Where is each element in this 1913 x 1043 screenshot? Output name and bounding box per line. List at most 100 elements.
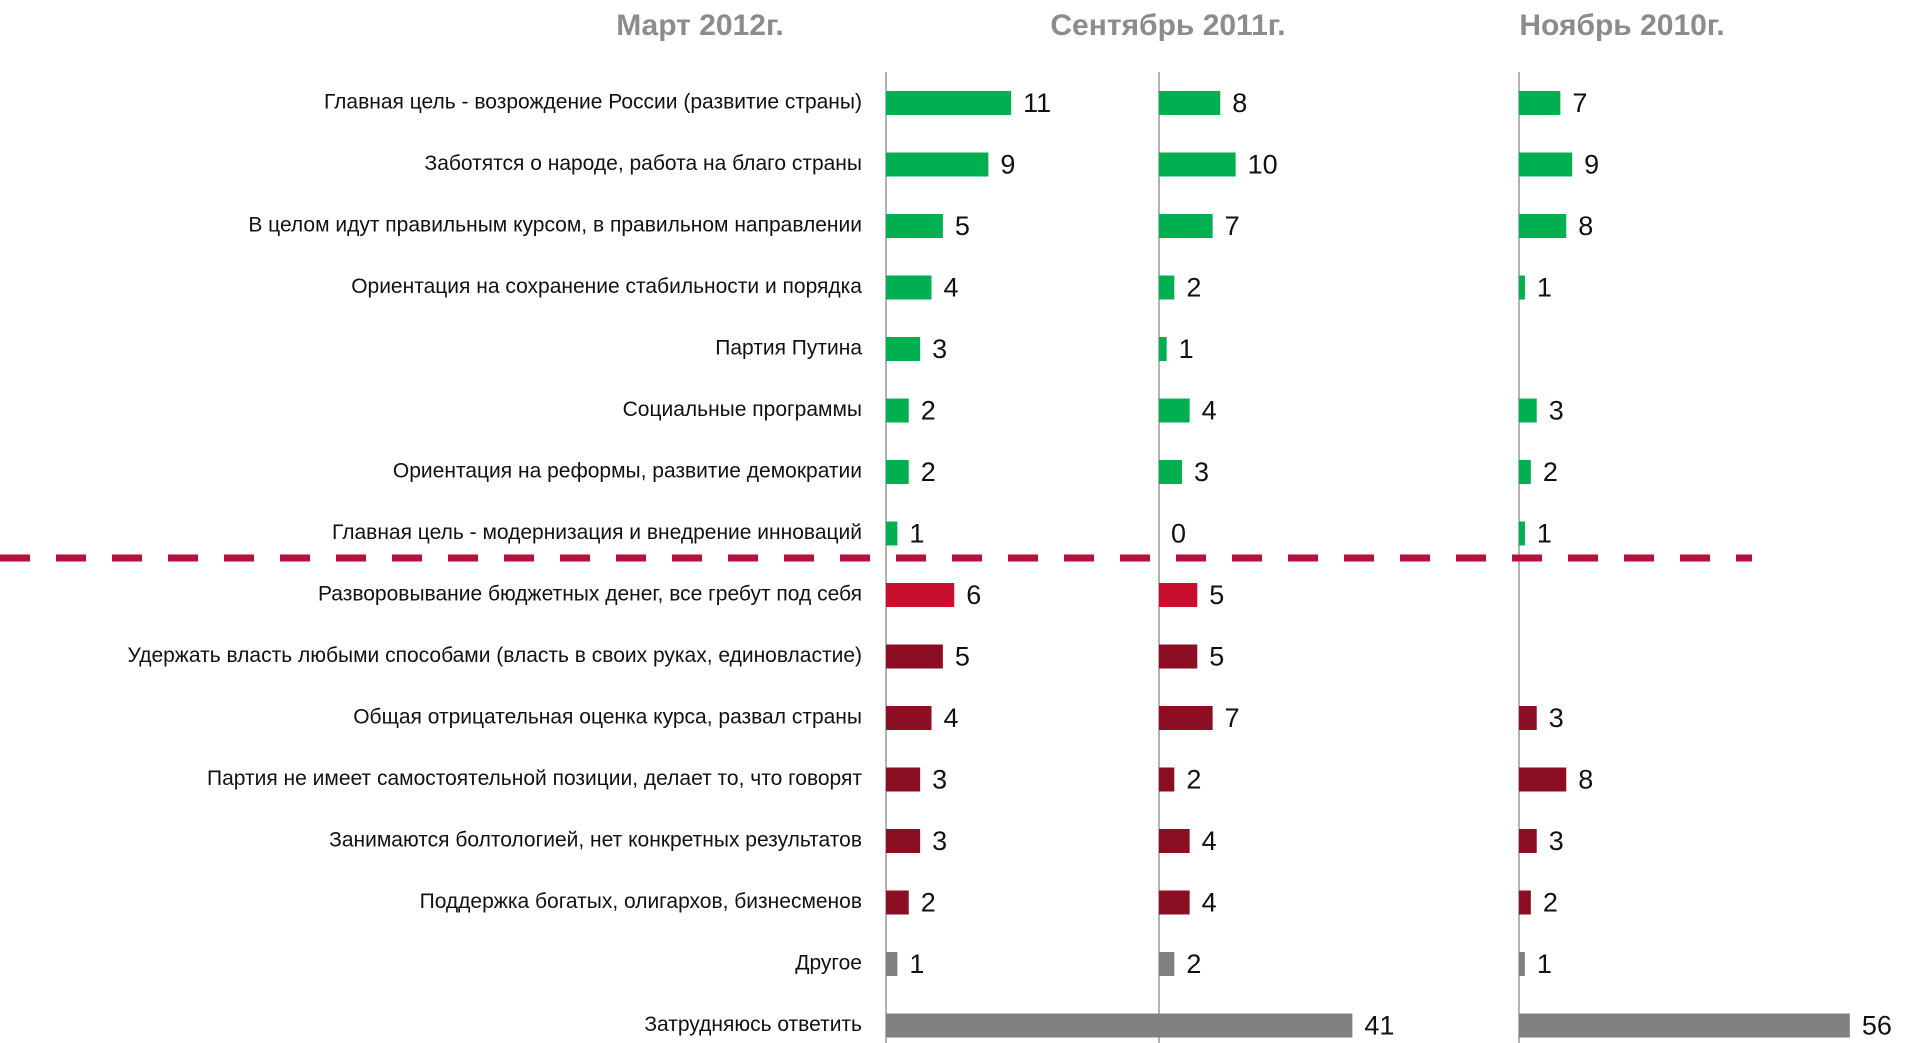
bar [1159,460,1182,484]
category-label: Главная цель - модернизация и внедрение … [332,521,862,544]
value-label: 1 [1179,334,1194,364]
value-label: 2 [1186,273,1201,303]
value-label: 3 [932,765,947,795]
bar [886,890,909,915]
category-label: Ориентация на сохранение стабильности и … [351,275,862,298]
value-label: 3 [932,826,947,856]
value-label: 11 [1023,88,1051,118]
value-label: 5 [955,642,970,672]
value-label: 7 [1225,703,1240,733]
bar [1519,952,1525,976]
bar [1519,91,1561,115]
value-label: 4 [944,703,959,733]
bar [886,91,1012,115]
bar [1519,767,1567,792]
bar [886,952,898,976]
value-label: 9 [1000,150,1015,180]
value-label: 6 [966,580,981,610]
category-label: Занимаются болтологией, нет конкретных р… [329,829,862,852]
value-label: 2 [1186,765,1201,795]
bar [886,460,909,484]
bar [1519,152,1573,177]
bar [1519,460,1531,484]
bar [886,644,943,669]
bar [886,1013,1353,1038]
bar [886,829,921,853]
bar [1159,706,1213,730]
category-label: Ориентация на реформы, развитие демократ… [393,460,862,483]
value-label: 56 [1862,1011,1892,1041]
bar [886,214,943,238]
value-label: 2 [921,888,936,918]
value-label: 8 [1578,211,1593,241]
value-label: 2 [921,457,936,487]
bar [1159,890,1190,915]
bar [886,275,932,300]
value-label: 2 [1186,949,1201,979]
bar [1159,275,1175,300]
value-label: 3 [1549,396,1564,426]
value-label: 1 [1537,273,1552,303]
bar [1519,275,1525,300]
value-label: 4 [1202,888,1217,918]
category-label: Общая отрицательная оценка курса, развал… [353,706,862,729]
category-label: Социальные программы [623,398,862,421]
value-label: 0 [1171,519,1186,549]
value-label: 2 [921,396,936,426]
value-label: 5 [1209,642,1224,672]
bar [1519,706,1537,730]
category-label: Партия Путина [715,337,862,360]
bar [1159,583,1198,607]
value-label: 7 [1572,88,1587,118]
bar [1159,767,1175,792]
bar [1159,337,1167,361]
value-label: 8 [1578,765,1593,795]
bar [1519,521,1525,546]
category-label: Партия не имеет самостоятельной позиции,… [207,767,862,790]
value-label: 2 [1543,888,1558,918]
bar [1159,214,1213,238]
category-label: Удержать власть любыми способами (власть… [128,644,863,667]
value-label: 3 [1549,703,1564,733]
value-label: 1 [909,519,924,549]
bar [1159,152,1236,177]
bar [1159,952,1175,976]
value-label: 4 [1202,826,1217,856]
bar [886,521,898,546]
panel-title: Сентябрь 2011г. [1050,9,1285,42]
value-label: 1 [909,949,924,979]
bar [886,706,932,730]
value-label: 7 [1225,211,1240,241]
value-label: 4 [1202,396,1217,426]
value-label: 10 [1248,150,1278,180]
value-label: 1 [1537,519,1552,549]
bar [886,152,989,177]
bar [1519,214,1567,238]
category-label: В целом идут правильным курсом, в правил… [248,214,862,237]
category-label: Главная цель - возрождение России (разви… [324,91,862,114]
bar [1159,644,1198,669]
value-label: 5 [1209,580,1224,610]
value-label: 5 [955,211,970,241]
bar [886,767,921,792]
value-label: 3 [932,334,947,364]
value-label: 3 [1549,826,1564,856]
category-label: Другое [795,952,862,975]
category-label: Затрудняюсь ответить [644,1013,862,1036]
bar [1519,890,1531,915]
bar [1519,829,1537,853]
bar [886,398,909,423]
bar [1159,829,1190,853]
bar [886,583,955,607]
value-label: 3 [1194,457,1209,487]
value-label: 4 [944,273,959,303]
bar [1519,1013,1850,1038]
panel-title: Ноябрь 2010г. [1519,9,1724,42]
bar [1159,398,1190,423]
bar [1159,91,1221,115]
value-label: 8 [1232,88,1247,118]
category-label: Разворовывание бюджетных денег, все греб… [318,583,862,606]
bar [1519,398,1537,423]
panel-title: Март 2012г. [616,9,784,42]
value-label: 9 [1584,150,1599,180]
